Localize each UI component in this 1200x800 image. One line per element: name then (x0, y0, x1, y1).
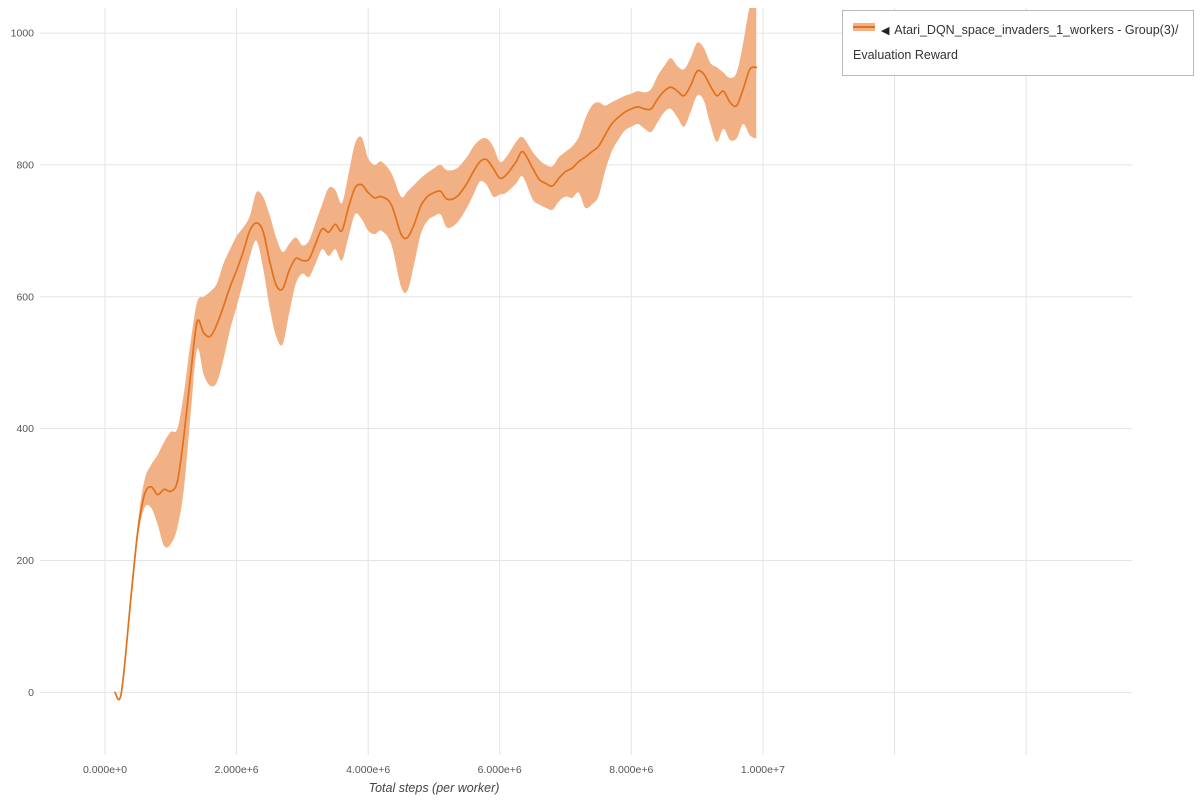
svg-text:800: 800 (16, 159, 34, 171)
svg-text:2.000e+6: 2.000e+6 (215, 764, 259, 776)
svg-text:4.000e+6: 4.000e+6 (346, 764, 390, 776)
svg-text:0: 0 (28, 687, 34, 699)
legend-series-swatch-icon (853, 17, 875, 42)
svg-text:1000: 1000 (11, 28, 35, 40)
legend[interactable]: ◀ Atari_DQN_space_invaders_1_workers - G… (842, 10, 1194, 76)
svg-text:Total steps (per worker): Total steps (per worker) (369, 781, 500, 795)
svg-text:600: 600 (16, 291, 34, 303)
svg-text:400: 400 (16, 423, 34, 435)
svg-text:1.000e+7: 1.000e+7 (741, 764, 785, 776)
legend-collapse-icon[interactable]: ◀ (881, 25, 890, 37)
legend-series-label[interactable]: Atari_DQN_space_invaders_1_workers - Gro… (853, 23, 1179, 62)
svg-text:6.000e+6: 6.000e+6 (478, 764, 522, 776)
svg-text:0.000e+0: 0.000e+0 (83, 764, 127, 776)
svg-text:200: 200 (16, 555, 34, 567)
svg-text:8.000e+6: 8.000e+6 (609, 764, 653, 776)
